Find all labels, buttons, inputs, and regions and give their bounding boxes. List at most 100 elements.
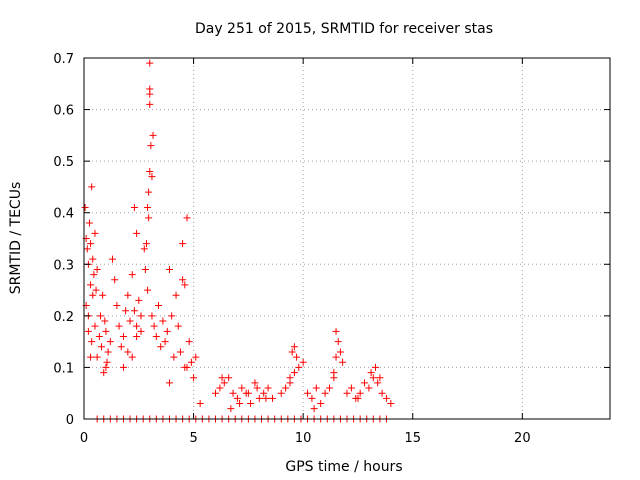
- data-point: [253, 384, 261, 392]
- data-point: [332, 353, 340, 361]
- data-point: [247, 400, 255, 408]
- data-point: [142, 240, 150, 248]
- data-point: [96, 312, 104, 320]
- data-point: [91, 229, 99, 237]
- data-point: [122, 307, 130, 315]
- data-point: [93, 265, 101, 273]
- data-point: [146, 59, 154, 67]
- data-point: [165, 379, 173, 387]
- data-point: [183, 363, 191, 371]
- data-point: [378, 389, 386, 397]
- data-point: [227, 405, 235, 413]
- data-point: [115, 322, 123, 330]
- data-point: [81, 204, 89, 212]
- data-point: [295, 363, 303, 371]
- data-point: [152, 332, 160, 340]
- data-point: [268, 394, 276, 402]
- data-point: [128, 271, 136, 279]
- data-point: [108, 255, 116, 263]
- data-point: [312, 384, 320, 392]
- data-point: [93, 353, 101, 361]
- data-point: [87, 240, 95, 248]
- x-tick-label: 0: [80, 431, 88, 446]
- data-point: [332, 327, 340, 335]
- data-point: [165, 265, 173, 273]
- y-tick-label: 0.3: [53, 258, 74, 273]
- data-point: [233, 394, 241, 402]
- data-point: [321, 389, 329, 397]
- data-point: [176, 348, 184, 356]
- data-point: [361, 379, 369, 387]
- data-point: [218, 374, 226, 382]
- y-tick-label: 0.6: [53, 104, 74, 119]
- data-point: [356, 389, 364, 397]
- data-point: [251, 379, 259, 387]
- data-point: [104, 348, 112, 356]
- data-point: [133, 229, 141, 237]
- data-point: [325, 384, 333, 392]
- data-point: [382, 394, 390, 402]
- data-points: [81, 59, 395, 423]
- data-point: [102, 327, 110, 335]
- data-point: [140, 245, 148, 253]
- data-point: [288, 348, 296, 356]
- data-point: [264, 384, 272, 392]
- data-point: [286, 379, 294, 387]
- data-point: [106, 338, 114, 346]
- data-point: [310, 405, 318, 413]
- data-point: [100, 369, 108, 377]
- data-point: [376, 374, 384, 382]
- y-tick-label: 0.7: [53, 52, 74, 67]
- plot-area-border: [83, 57, 611, 420]
- data-point: [126, 317, 134, 325]
- data-point: [179, 240, 187, 248]
- data-point: [336, 348, 344, 356]
- data-point: [290, 343, 298, 351]
- data-point: [148, 173, 156, 181]
- chart-title: Day 251 of 2015, SRMTID for receiver sta…: [195, 21, 493, 37]
- data-point: [133, 332, 141, 340]
- data-point: [137, 327, 145, 335]
- data-point: [260, 389, 268, 397]
- data-point: [172, 291, 180, 299]
- data-point: [238, 384, 246, 392]
- x-axis-title: GPS time / hours: [285, 459, 402, 475]
- data-point: [304, 389, 312, 397]
- data-point: [113, 302, 121, 310]
- y-tick-label: 0.5: [53, 155, 74, 170]
- data-point: [187, 358, 195, 366]
- data-point: [87, 353, 95, 361]
- data-point: [225, 374, 233, 382]
- data-point: [299, 358, 307, 366]
- data-point: [111, 276, 119, 284]
- data-point: [99, 291, 107, 299]
- data-point: [145, 188, 153, 196]
- data-point: [130, 307, 138, 315]
- data-point: [181, 281, 189, 289]
- data-point: [103, 358, 111, 366]
- y-tick-label: 0.1: [53, 361, 74, 376]
- data-point: [145, 214, 153, 222]
- data-point: [216, 384, 224, 392]
- data-point: [334, 338, 342, 346]
- data-point: [161, 338, 169, 346]
- data-point: [255, 394, 263, 402]
- data-point: [98, 343, 106, 351]
- data-point: [85, 219, 93, 227]
- data-point: [87, 281, 95, 289]
- data-point: [179, 276, 187, 284]
- data-point: [117, 343, 125, 351]
- data-point: [183, 214, 191, 222]
- data-point: [89, 291, 97, 299]
- data-point: [369, 374, 377, 382]
- data-point: [244, 389, 252, 397]
- x-tick-label: 10: [295, 431, 312, 446]
- data-point: [192, 353, 200, 361]
- data-point: [90, 271, 98, 279]
- x-tick-label: 5: [189, 431, 197, 446]
- y-tick-label: 0.2: [53, 310, 74, 325]
- y-tick-label: 0: [66, 413, 74, 428]
- data-point: [347, 384, 355, 392]
- data-point: [146, 85, 154, 93]
